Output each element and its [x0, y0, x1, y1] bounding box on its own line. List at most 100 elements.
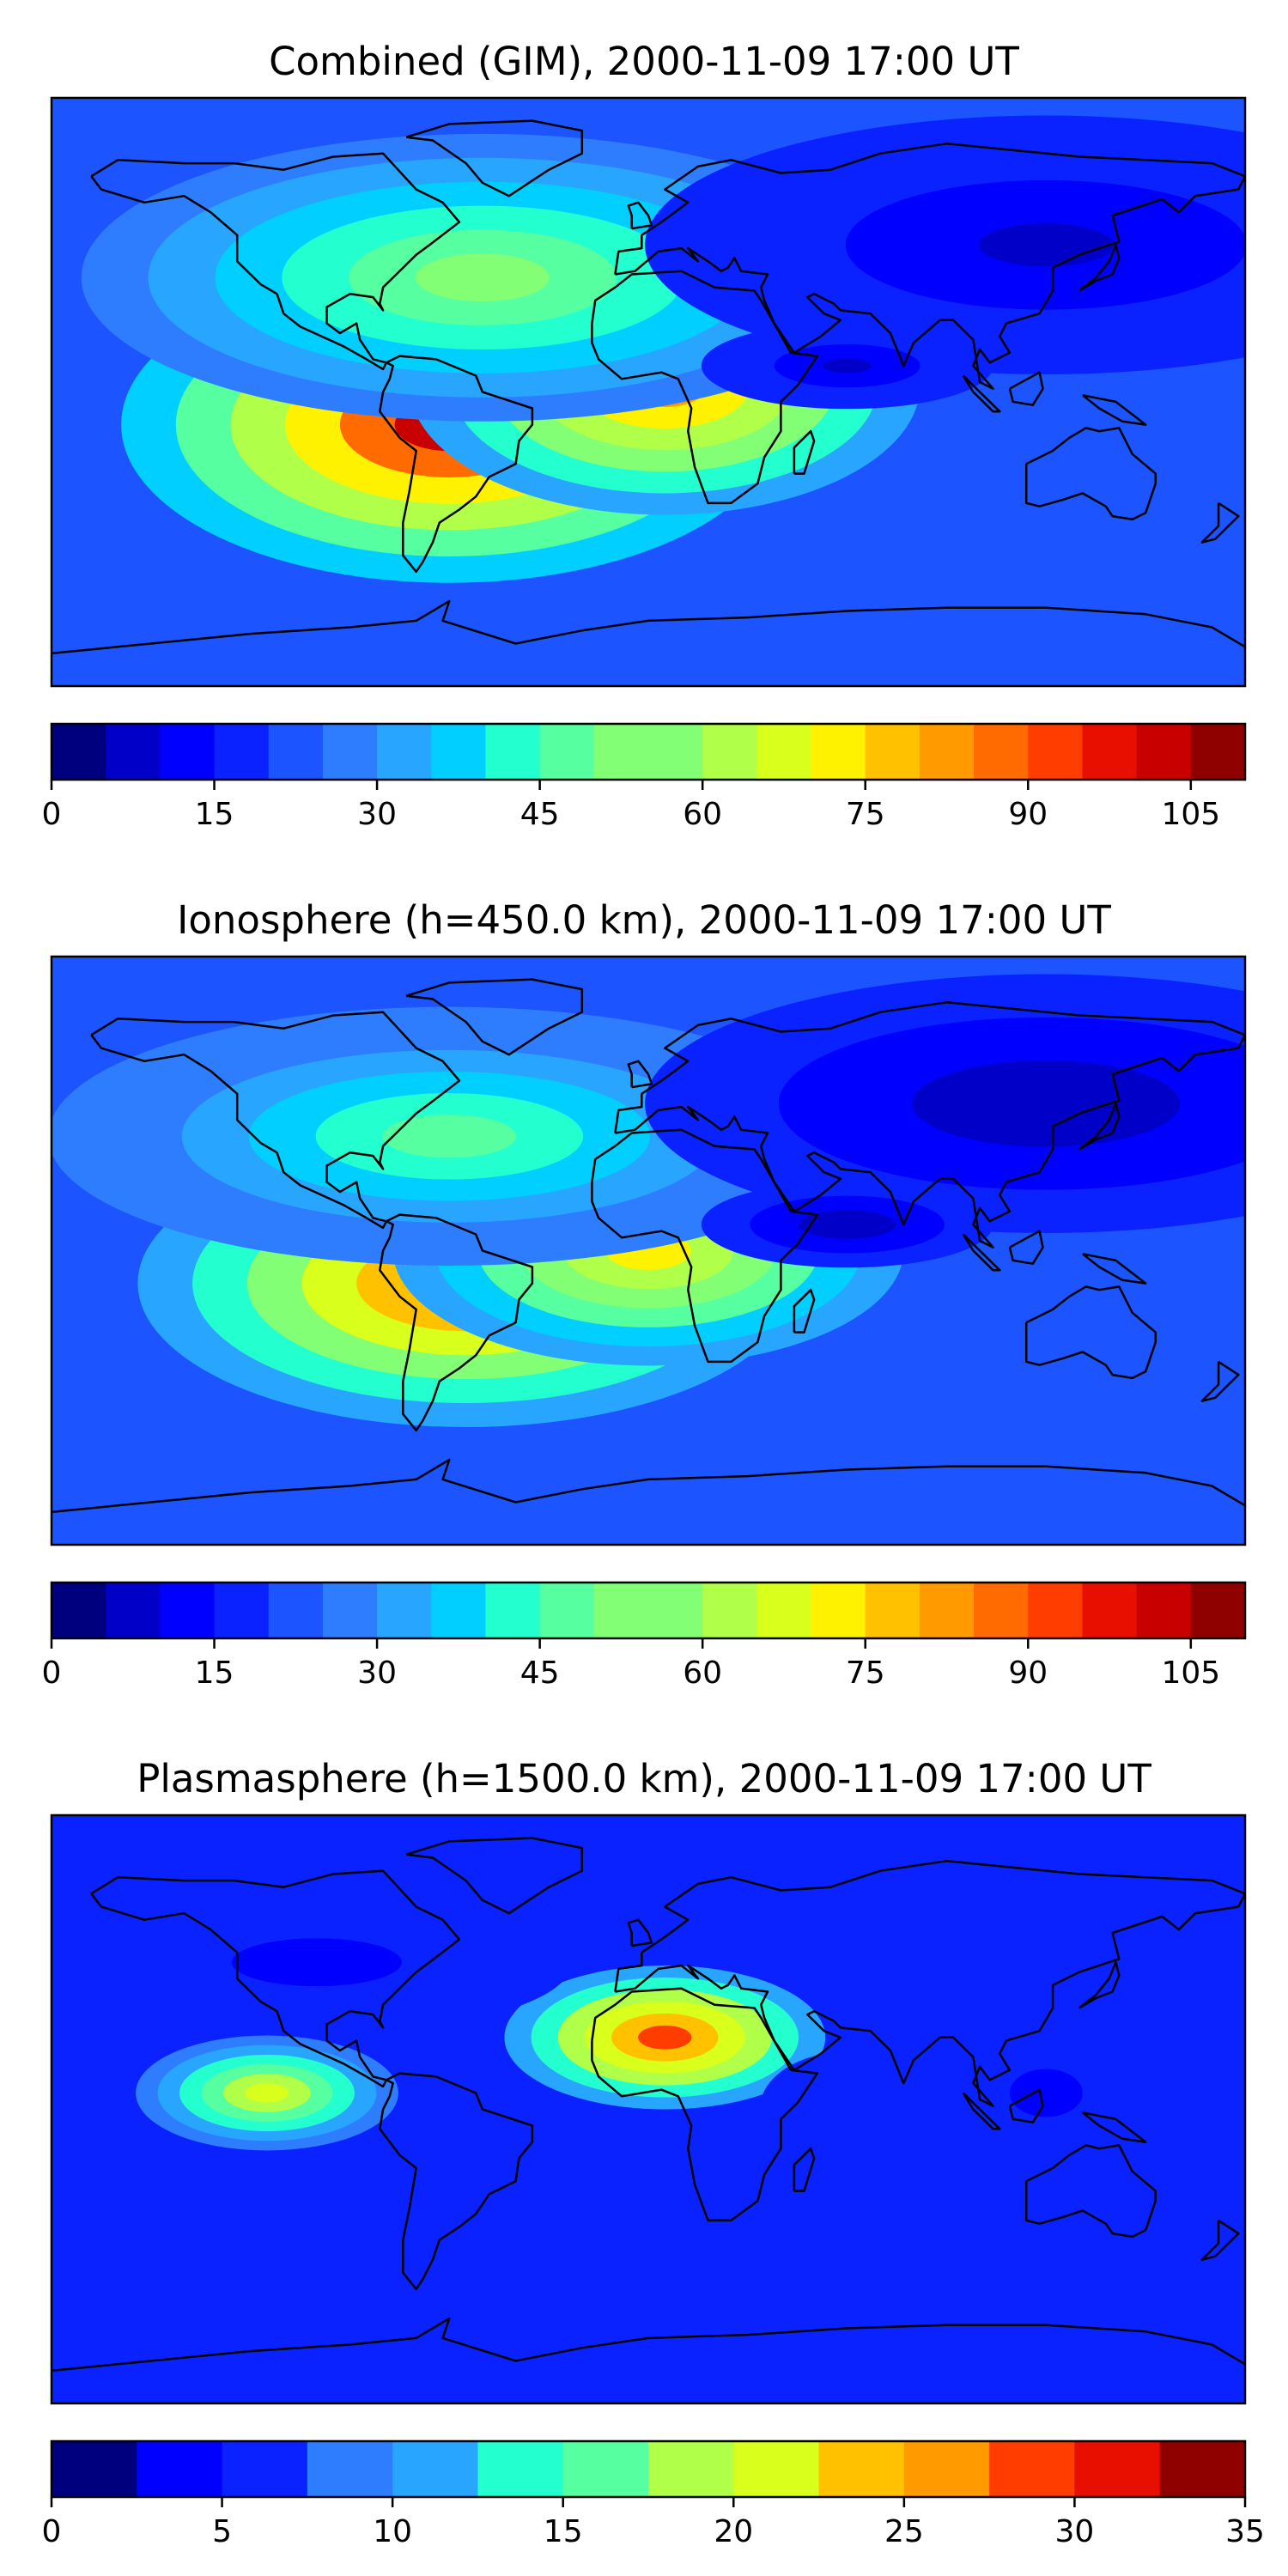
colorbar-band	[593, 724, 649, 780]
colorbar-tick-label: 75	[846, 797, 885, 832]
coastline	[962, 1233, 1001, 1272]
colorbar-frame	[50, 1581, 1247, 1640]
coastline	[614, 143, 1245, 390]
coastline	[405, 119, 584, 197]
value-field	[52, 957, 1245, 1545]
map-frame	[50, 955, 1247, 1546]
coastline	[90, 1869, 461, 2088]
colorbar-band	[818, 2441, 905, 2497]
colorbar-band	[1028, 724, 1084, 780]
colorbar-band	[485, 724, 541, 780]
coastline	[1008, 2088, 1044, 2123]
colorbar-tick-label: 105	[1161, 797, 1220, 832]
map-panel-1	[50, 955, 1247, 1546]
coastline	[1078, 1961, 1121, 2009]
coastline	[627, 201, 653, 230]
colorbar-band	[1190, 724, 1246, 780]
colorbar-tick-label: 25	[884, 2514, 924, 2549]
coastline	[1082, 2111, 1147, 2143]
colorbar-band	[865, 724, 920, 780]
coastline	[793, 2147, 816, 2192]
colorbar-1: 0 15 30 45 60 75 90 105	[42, 1581, 1247, 1691]
colorbar-band	[1028, 1583, 1084, 1638]
colorbar-tick-label: 75	[846, 1656, 885, 1691]
colorbar-tick-label: 0	[42, 797, 62, 832]
colorbar-tick-label: 45	[520, 1656, 560, 1691]
colorbar-band	[377, 724, 432, 780]
coastline	[1024, 2144, 1157, 2239]
colorbar-band	[1074, 2441, 1161, 2497]
coastline	[52, 599, 1245, 655]
colorbar-band	[214, 724, 270, 780]
colorbar-band	[1136, 1583, 1192, 1638]
colorbar-band	[539, 724, 595, 780]
value-field	[52, 1815, 1245, 2403]
coastline	[962, 374, 1001, 413]
coastline	[591, 1987, 819, 2222]
colorbar-band	[322, 724, 378, 780]
colorbar-band	[268, 724, 324, 780]
colorbar-tick-label: 20	[714, 2514, 753, 2549]
contour-band	[823, 358, 872, 374]
colorbar-band	[733, 2441, 820, 2497]
coastline	[793, 1288, 816, 1334]
coastline	[627, 1060, 653, 1089]
colorbar-tick-label: 105	[1161, 1656, 1220, 1691]
colorbar-band	[377, 1583, 432, 1638]
colorbar-band	[865, 1583, 920, 1638]
coastline	[90, 1011, 461, 1230]
colorbar-band	[485, 1583, 541, 1638]
map-panel-0	[50, 96, 1247, 688]
colorbar-tick-label: 60	[683, 797, 722, 832]
colorbar-band	[477, 2441, 564, 2497]
colorbar-band	[811, 1583, 866, 1638]
colorbar-band	[756, 724, 812, 780]
colorbar-frame	[50, 2439, 1247, 2499]
colorbar-band	[52, 2441, 137, 2497]
colorbar-band	[919, 724, 975, 780]
colorbar-band	[160, 724, 216, 780]
coastline	[52, 2317, 1245, 2372]
coastlines	[52, 1837, 1245, 2372]
colorbar-band	[322, 1583, 378, 1638]
colorbar-tick-label: 15	[544, 2514, 583, 2549]
coastline	[1024, 1285, 1157, 1380]
colorbar-tick-label: 15	[195, 797, 234, 832]
contour-band	[979, 223, 1114, 267]
coastline	[1078, 244, 1121, 292]
coastline	[793, 429, 816, 475]
colorbar-tick-label: 30	[357, 797, 397, 832]
contour-band	[274, 1950, 360, 1975]
colorbar-band	[214, 1583, 270, 1638]
colorbar-band	[593, 1583, 649, 1638]
coastline	[614, 1001, 1245, 1249]
coastline	[52, 1458, 1245, 1514]
colorbar-band	[268, 1583, 324, 1638]
colorbar-band	[52, 724, 106, 780]
value-field	[52, 98, 1245, 686]
coastline	[627, 1918, 653, 1947]
map-frame	[50, 1814, 1247, 2405]
colorbar-tick-label: 90	[1008, 1656, 1048, 1691]
colorbar-tick-label: 0	[42, 1656, 62, 1691]
map-frame	[50, 96, 1247, 688]
colorbar-tick-label: 30	[357, 1656, 397, 1691]
colorbar-band	[919, 1583, 975, 1638]
coastline	[962, 2092, 1001, 2130]
contour-band	[1028, 2081, 1065, 2105]
coastline	[1078, 1103, 1121, 1151]
colorbar-band	[903, 2441, 990, 2497]
contour-band	[416, 253, 550, 302]
colorbar-band	[811, 724, 866, 780]
contour-band	[638, 2025, 692, 2050]
coastline	[614, 1860, 1245, 2107]
colorbar-band	[106, 1583, 161, 1638]
colorbar-tick-label: 45	[520, 797, 560, 832]
colorbar-band	[702, 724, 757, 780]
coastline	[591, 270, 819, 505]
coastline	[1200, 501, 1240, 544]
colorbar-band	[702, 1583, 757, 1638]
colorbar-band	[52, 1583, 106, 1638]
colorbar-0: 0 15 30 45 60 75 90 105	[42, 722, 1247, 832]
